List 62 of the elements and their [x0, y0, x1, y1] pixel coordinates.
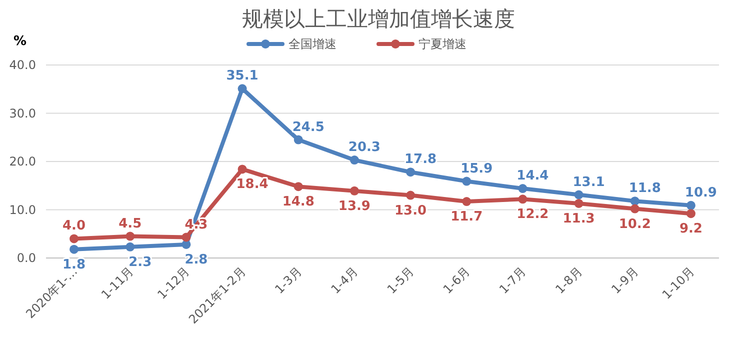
- y-tick-label: 20.0: [9, 154, 36, 168]
- data-label: 9.2: [679, 222, 702, 237]
- data-label: 2.3: [128, 254, 152, 270]
- point: [518, 184, 528, 194]
- data-label: 11.7: [450, 210, 483, 225]
- point: [70, 244, 79, 254]
- data-label: 35.1: [226, 68, 258, 84]
- data-label: 11.3: [562, 211, 595, 226]
- data-label: 1.8: [62, 257, 86, 272]
- y-tick-label: 30.0: [9, 106, 36, 120]
- point: [406, 168, 416, 177]
- data-label: 10.2: [618, 216, 651, 232]
- point: [126, 232, 135, 241]
- y-tick-label: 10.0: [9, 202, 36, 217]
- legend-label: 全国增速: [288, 37, 336, 51]
- data-label: 12.2: [516, 207, 549, 222]
- point: [406, 190, 416, 200]
- point: [462, 176, 472, 186]
- data-label: 14.8: [282, 194, 314, 210]
- point: [350, 156, 359, 165]
- data-label: 24.5: [292, 120, 324, 135]
- legend-label: 宁夏增速: [418, 37, 466, 51]
- x-tick-label: 1-5月: [384, 264, 417, 296]
- y-axis-title: %: [13, 34, 27, 49]
- data-label: 10.9: [684, 185, 717, 200]
- y-tick-label: 0.0: [16, 251, 36, 265]
- data-label: 17.8: [404, 152, 437, 168]
- data-label: 20.3: [348, 140, 380, 156]
- x-tick-label: 1-8月: [552, 264, 585, 296]
- data-label: 13.1: [572, 174, 605, 190]
- x-tick-label: 1-4月: [328, 264, 361, 296]
- point: [574, 198, 584, 208]
- point: [350, 186, 359, 196]
- data-label: 15.9: [460, 161, 493, 176]
- point: [686, 209, 696, 218]
- x-tick-label: 1-7月: [496, 264, 529, 296]
- data-label: 13.9: [338, 198, 370, 214]
- point: [630, 204, 640, 214]
- data-label: 18.4: [236, 177, 268, 192]
- data-label: 13.0: [394, 203, 427, 218]
- x-tick-label: 1-6月: [440, 264, 473, 296]
- x-tick-label: 1-3月: [272, 264, 304, 296]
- x-tick-label: 1-9月: [608, 264, 641, 296]
- data-label: 14.4: [516, 168, 549, 184]
- y-tick-label: 40.0: [9, 58, 36, 72]
- data-label: 2.8: [184, 252, 208, 268]
- data-label: 11.8: [628, 181, 661, 196]
- point: [70, 234, 79, 244]
- data-label: 4.5: [118, 216, 142, 232]
- point: [238, 84, 247, 94]
- point: [630, 196, 640, 206]
- point: [182, 232, 191, 242]
- point: [238, 164, 247, 174]
- point: [518, 194, 528, 204]
- chart-title: 规模以上工业增加值增长速度: [242, 7, 515, 31]
- point: [294, 182, 303, 192]
- point: [462, 197, 472, 206]
- point: [294, 135, 303, 144]
- point: [126, 242, 135, 252]
- data-label: 4.0: [62, 218, 86, 234]
- point: [686, 200, 696, 210]
- point: [574, 190, 584, 200]
